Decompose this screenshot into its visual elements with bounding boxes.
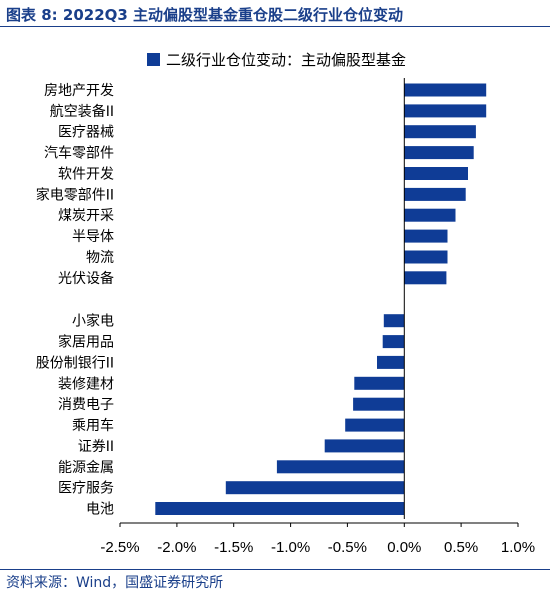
bar (353, 397, 405, 411)
bar (404, 104, 487, 118)
chart-title: 图表 8: 2022Q3 主动偏股型基金重仓股二级行业仓位变动 (6, 6, 404, 24)
x-tick-label: -1.5% (214, 539, 253, 556)
x-tick-label: -2.0% (157, 539, 196, 556)
x-tick-label: 1.0% (501, 539, 535, 556)
category-label: 医疗服务 (58, 481, 114, 497)
bar (404, 187, 466, 201)
x-tick-label: 0.0% (387, 539, 421, 556)
bar (404, 83, 487, 97)
bar (276, 460, 405, 474)
legend: 二级行业仓位变动：主动偏股型基金 (147, 51, 406, 69)
bar (155, 502, 405, 515)
bar (404, 167, 468, 180)
category-label: 家居用品 (58, 334, 114, 351)
title-divider (0, 26, 550, 27)
category-label: 医疗器械 (58, 125, 114, 141)
category-label: 证券II (78, 439, 114, 455)
bar (404, 250, 448, 264)
category-label: 消费电子 (58, 397, 114, 413)
bar (324, 439, 405, 453)
bar (404, 229, 448, 243)
bar (404, 146, 474, 160)
category-label: 家电零部件II (36, 186, 114, 203)
source-note: 资料来源：Wind，国盛证券研究所 (6, 575, 224, 591)
category-label: 煤炭开采 (58, 208, 114, 224)
bar (404, 208, 456, 222)
category-label: 电池 (86, 502, 114, 518)
bar (382, 335, 405, 349)
bar (354, 376, 405, 390)
category-label: 装修建材 (58, 376, 114, 392)
category-label: 汽车零部件 (44, 145, 114, 162)
legend-label: 二级行业仓位变动：主动偏股型基金 (166, 51, 406, 69)
bar (345, 418, 405, 432)
bar (383, 314, 405, 328)
category-label: 小家电 (72, 313, 114, 330)
category-label: 物流 (86, 250, 114, 266)
category-label: 航空装备II (50, 103, 114, 120)
category-label: 光伏设备 (58, 270, 114, 287)
category-label: 房地产开发 (44, 83, 114, 99)
category-label: 股份制银行II (36, 355, 114, 371)
category-label: 软件开发 (58, 167, 114, 183)
bar (377, 355, 405, 369)
x-tick-label: -1.0% (271, 539, 310, 556)
bar (404, 271, 447, 285)
bar (404, 125, 476, 139)
x-tick-label: -2.5% (100, 539, 139, 556)
category-label: 半导体 (72, 229, 114, 245)
category-label: 乘用车 (72, 417, 114, 434)
x-tick-label: -0.5% (328, 539, 367, 556)
x-tick-label: 0.5% (444, 539, 478, 556)
bar (225, 481, 405, 495)
source-divider (0, 569, 550, 570)
category-label: 能源金属 (58, 460, 114, 476)
legend-swatch (147, 53, 160, 66)
